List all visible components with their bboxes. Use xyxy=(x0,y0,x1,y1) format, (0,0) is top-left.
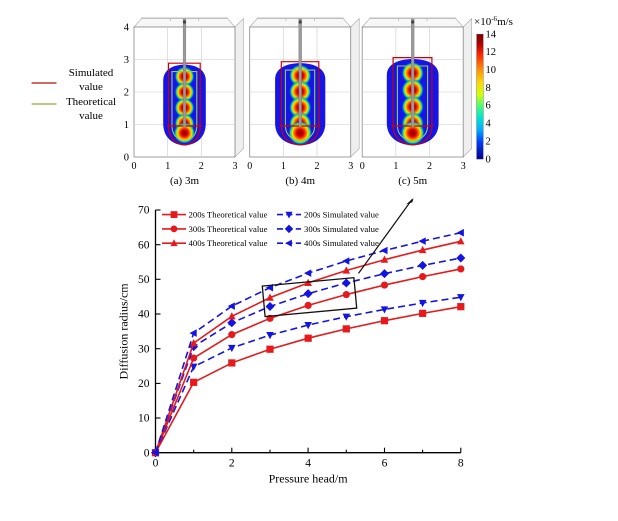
svg-text:1: 1 xyxy=(124,120,129,131)
svg-text:2: 2 xyxy=(229,458,235,470)
svg-text:1: 1 xyxy=(281,161,286,172)
svg-text:value: value xyxy=(79,110,103,122)
svg-text:70: 70 xyxy=(138,205,150,217)
svg-text:10: 10 xyxy=(138,413,150,425)
svg-text:(b) 4m: (b) 4m xyxy=(285,175,315,187)
svg-text:300s Simulated value: 300s Simulated value xyxy=(304,224,379,234)
svg-text:30: 30 xyxy=(138,343,150,355)
svg-text:value: value xyxy=(79,81,103,93)
svg-text:0: 0 xyxy=(153,458,159,470)
svg-text:3: 3 xyxy=(461,161,466,172)
svg-text:Simulated: Simulated xyxy=(69,67,114,79)
svg-text:4: 4 xyxy=(486,119,492,130)
svg-text:12: 12 xyxy=(486,47,497,58)
svg-text:0: 0 xyxy=(124,153,129,164)
svg-text:8: 8 xyxy=(458,458,464,470)
svg-text:8: 8 xyxy=(486,83,491,94)
svg-text:400s Simulated value: 400s Simulated value xyxy=(304,238,379,248)
svg-text:3: 3 xyxy=(348,161,353,172)
svg-text:0: 0 xyxy=(132,161,137,172)
svg-text:60: 60 xyxy=(138,239,150,251)
svg-text:50: 50 xyxy=(138,274,150,286)
svg-text:(a) 3m: (a) 3m xyxy=(170,175,199,187)
svg-text:1: 1 xyxy=(393,161,398,172)
svg-text:4: 4 xyxy=(124,23,130,34)
svg-text:20: 20 xyxy=(138,378,150,390)
svg-text:Diffusion radius/cm: Diffusion radius/cm xyxy=(117,283,131,380)
svg-text:Theoretical: Theoretical xyxy=(66,96,116,108)
svg-text:2: 2 xyxy=(486,136,491,147)
svg-text:0: 0 xyxy=(360,161,365,172)
svg-text:6: 6 xyxy=(382,458,388,470)
svg-text:6: 6 xyxy=(486,101,491,112)
svg-text:1: 1 xyxy=(165,161,170,172)
svg-text:3: 3 xyxy=(124,55,129,66)
svg-text:2: 2 xyxy=(427,161,432,172)
svg-text:300s Theoretical value: 300s Theoretical value xyxy=(189,224,268,234)
svg-text:400s Theoretical value: 400s Theoretical value xyxy=(189,238,268,248)
svg-text:200s Simulated value: 200s Simulated value xyxy=(304,210,379,220)
svg-text:0: 0 xyxy=(144,447,150,459)
svg-text:2: 2 xyxy=(315,161,320,172)
svg-text:4: 4 xyxy=(305,458,311,470)
svg-text:2: 2 xyxy=(124,88,129,99)
svg-text:10: 10 xyxy=(486,65,497,76)
svg-text:3: 3 xyxy=(233,161,238,172)
svg-text:(c) 5m: (c) 5m xyxy=(398,175,427,187)
svg-text:0: 0 xyxy=(247,161,252,172)
svg-text:40: 40 xyxy=(138,309,150,321)
svg-text:0: 0 xyxy=(486,154,491,165)
svg-text:Pressure head/m: Pressure head/m xyxy=(269,472,349,486)
svg-text:14: 14 xyxy=(486,29,497,40)
svg-text:2: 2 xyxy=(199,161,204,172)
svg-text:200s Theoretical value: 200s Theoretical value xyxy=(189,210,268,220)
